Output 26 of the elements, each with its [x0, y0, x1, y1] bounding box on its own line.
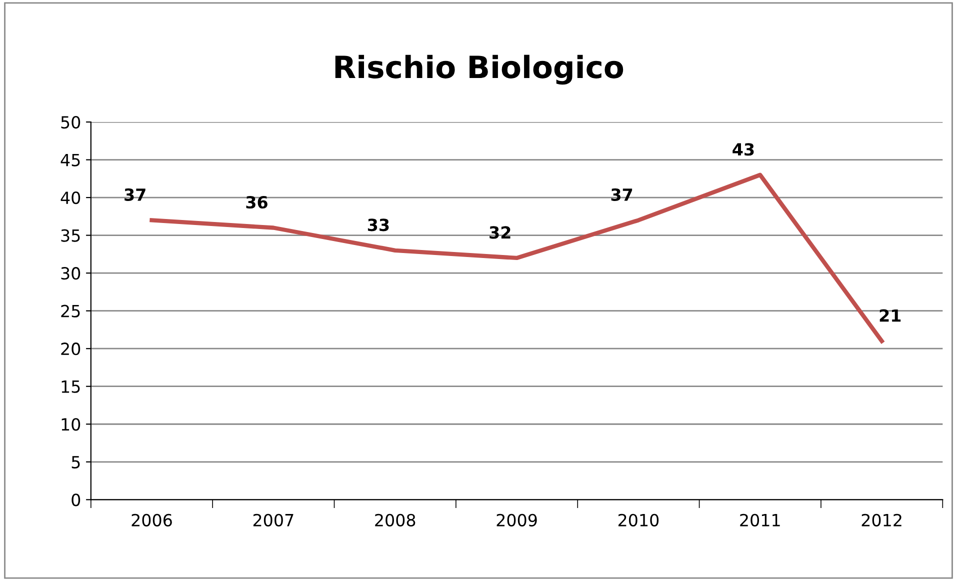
data-label: 21 — [880, 309, 901, 322]
x-tick-label: 2009 — [496, 514, 537, 526]
data-label: 33 — [368, 218, 389, 232]
y-tick-label: 15 — [62, 380, 80, 393]
data-label: 43 — [732, 143, 754, 156]
y-tick-label: 10 — [62, 418, 80, 431]
data-label: 37 — [611, 188, 632, 201]
y-tick-label: 5 — [72, 456, 80, 468]
y-tick-label: 50 — [61, 116, 80, 129]
y-tick-label: 0 — [72, 494, 80, 506]
chart-title: Rischio Biologico — [335, 54, 624, 85]
data-label: 32 — [490, 226, 510, 239]
data-label: 36 — [246, 196, 268, 209]
y-tick-label: 30 — [61, 267, 80, 280]
x-tick-label: 2006 — [132, 514, 172, 526]
y-tick-label: 20 — [61, 342, 80, 356]
y-tick-label: 45 — [60, 154, 80, 166]
y-tick-label: 35 — [61, 229, 80, 242]
x-tick-label: 2012 — [862, 514, 902, 526]
x-tick-label: 2007 — [253, 514, 294, 526]
data-label: 37 — [124, 188, 146, 201]
x-tick-label: 2010 — [618, 514, 659, 526]
y-tick-label: 40 — [60, 192, 80, 204]
y-tick-label: 25 — [61, 304, 80, 318]
x-tick-label: 2008 — [375, 514, 416, 526]
x-tick-label: 2011 — [740, 514, 780, 526]
